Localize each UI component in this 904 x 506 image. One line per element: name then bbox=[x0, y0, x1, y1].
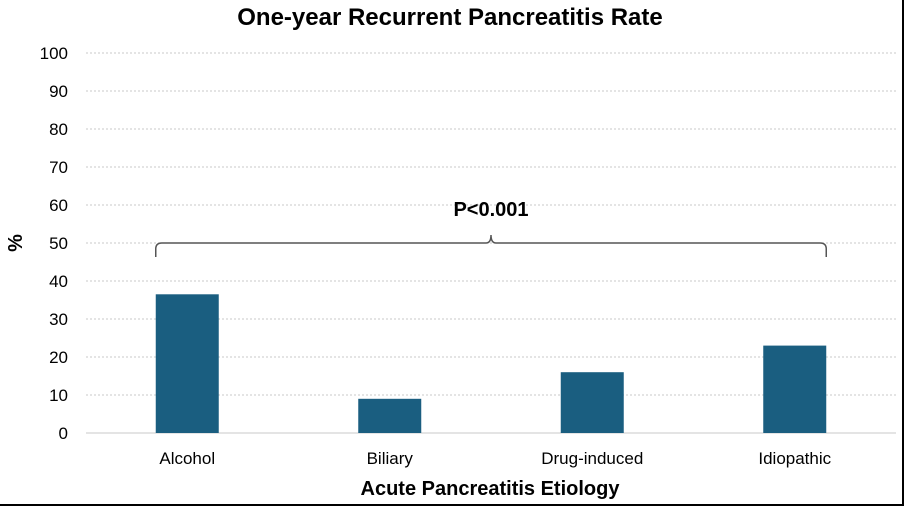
y-axis-title: % bbox=[5, 234, 27, 252]
y-tick-label: 50 bbox=[49, 234, 68, 253]
y-tick-label: 60 bbox=[49, 196, 68, 215]
bar-drug-induced bbox=[560, 372, 624, 433]
y-tick-label: 20 bbox=[49, 348, 68, 367]
x-axis-title: Acute Pancreatitis Etiology bbox=[361, 478, 621, 500]
y-tick-label: 100 bbox=[40, 44, 68, 63]
y-tick-label: 40 bbox=[49, 272, 68, 291]
y-tick-label: 90 bbox=[49, 82, 68, 101]
x-tick-label: Alcohol bbox=[159, 449, 215, 468]
x-tick-label: Idiopathic bbox=[758, 449, 831, 468]
y-tick-label: 0 bbox=[59, 424, 68, 443]
gridlines bbox=[86, 52, 896, 434]
y-tick-label: 80 bbox=[49, 120, 68, 139]
x-tick-label: Drug-induced bbox=[541, 449, 643, 468]
chart-title: One-year Recurrent Pancreatitis Rate bbox=[237, 4, 663, 31]
significance-annotation: P<0.001 bbox=[155, 199, 827, 257]
x-tick-labels: Alcohol Biliary Drug-induced Idiopathic bbox=[159, 449, 831, 468]
y-tick-label: 30 bbox=[49, 310, 68, 329]
y-tick-label: 10 bbox=[49, 386, 68, 405]
bar-idiopathic bbox=[763, 345, 827, 433]
x-tick-label: Biliary bbox=[367, 449, 414, 468]
bar-alcohol bbox=[155, 294, 219, 433]
p-value-label: P<0.001 bbox=[453, 199, 528, 221]
bar-biliary bbox=[358, 398, 422, 433]
bars bbox=[155, 294, 827, 433]
significance-brace bbox=[155, 234, 827, 257]
y-tick-label: 70 bbox=[49, 158, 68, 177]
y-tick-labels: 0 10 20 30 40 50 60 70 80 90 100 bbox=[40, 44, 68, 443]
